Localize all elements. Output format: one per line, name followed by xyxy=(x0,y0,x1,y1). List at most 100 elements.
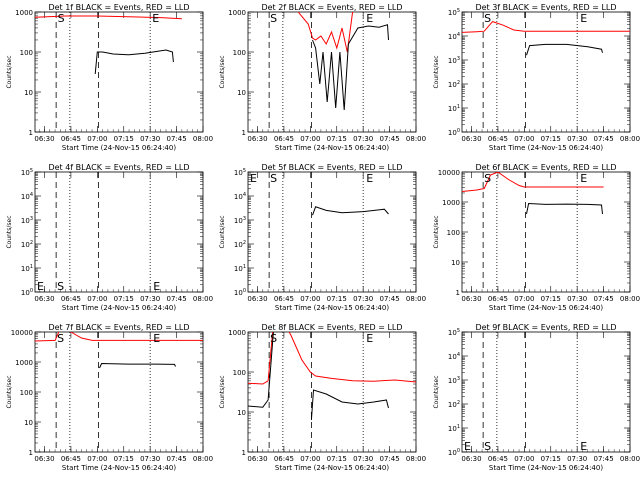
data-series-group xyxy=(35,332,203,369)
y-axis-label: Counts/sec xyxy=(6,55,13,88)
y-tick-label: 103 xyxy=(448,376,460,385)
events-series-line xyxy=(526,43,603,56)
y-tick-label: 10000 xyxy=(438,169,460,177)
x-tick-label: 07:00 xyxy=(300,455,320,463)
panel-title: Det 1f BLACK = Events, RED = LLD xyxy=(48,3,189,12)
x-tick-label: 06:45 xyxy=(488,295,508,303)
x-tick-label: 07:30 xyxy=(567,295,587,303)
x-tick-label: 07:45 xyxy=(593,135,613,143)
x-axis-label: Start Time (24-Nov-15 06:24:40) xyxy=(62,144,176,152)
marker-letter-e: E xyxy=(464,440,471,453)
y-tick-label: 100 xyxy=(233,49,246,57)
x-tick-label: 06:45 xyxy=(274,455,294,463)
x-tick-label: 07:15 xyxy=(327,295,347,303)
x-tick-label: 08:00 xyxy=(620,295,640,303)
y-tick-label: 101 xyxy=(448,104,460,113)
detector-panel-9: Det 9f BLACK = Events, RED = LLD 100 101 10… xyxy=(433,323,640,472)
x-tick-label: 06:30 xyxy=(34,135,54,143)
x-tick-label: 06:30 xyxy=(34,455,54,463)
y-axis-label: Counts/sec xyxy=(219,375,226,408)
y-tick-label: 104 xyxy=(448,352,460,361)
x-tick-label: 07:15 xyxy=(114,295,134,303)
panel-title: Det 3f BLACK = Events, RED = LLD xyxy=(475,3,616,12)
x-tick-label: 07:30 xyxy=(140,295,160,303)
x-tick-label: 08:00 xyxy=(193,135,213,143)
x-tick-label: 07:45 xyxy=(166,135,186,143)
plot-frame xyxy=(461,11,631,133)
events-series-line xyxy=(94,49,174,75)
data-series-group xyxy=(297,12,389,111)
x-tick-label: 07:15 xyxy=(114,135,134,143)
marker-letter-s: S xyxy=(270,172,277,185)
marker-letter-s: S xyxy=(57,332,64,345)
data-series-group xyxy=(462,21,630,56)
lld-series-line xyxy=(35,332,203,342)
marker-letter-s: S xyxy=(484,172,491,185)
x-tick-label: 08:00 xyxy=(406,455,426,463)
y-axis-label: Counts/sec xyxy=(433,215,440,248)
y-tick-label: 104 xyxy=(448,32,460,41)
marker-letter-e: E xyxy=(580,12,587,25)
x-tick-label: 07:00 xyxy=(87,135,107,143)
x-tick-label: 07:45 xyxy=(166,295,186,303)
x-tick-label: 08:00 xyxy=(406,135,426,143)
y-tick-label: 100 xyxy=(20,389,33,397)
detector-panel-7: Det 7f BLACK = Events, RED = LLD 1 10 100 10… xyxy=(6,323,213,472)
marker-letter-e: E xyxy=(366,332,373,345)
data-series-group xyxy=(35,15,182,75)
y-tick-label: 10000 xyxy=(11,329,33,337)
y-tick-label: 1 xyxy=(242,449,246,457)
lld-series-line xyxy=(462,21,630,33)
x-axis-label: Start Time (24-Nov-15 06:24:40) xyxy=(275,464,389,472)
x-tick-label: 07:00 xyxy=(87,295,107,303)
x-tick-label: 06:30 xyxy=(461,135,481,143)
plot-frame xyxy=(34,171,204,293)
y-tick-label: 1000 xyxy=(15,359,33,367)
events-series-line xyxy=(248,332,274,408)
y-tick-label: 100 xyxy=(234,288,246,297)
data-series-group xyxy=(248,332,416,421)
y-tick-label: 105 xyxy=(234,168,246,177)
y-tick-label: 1 xyxy=(456,289,460,297)
x-tick-label: 06:45 xyxy=(274,135,294,143)
y-axis-label: Counts/sec xyxy=(433,55,440,88)
plot-frame xyxy=(34,331,204,453)
y-axis-label: Counts/sec xyxy=(219,55,226,88)
y-tick-label: 100 xyxy=(20,49,33,57)
y-tick-label: 103 xyxy=(234,216,246,225)
x-tick-label: 06:45 xyxy=(61,455,81,463)
lld-series-line xyxy=(35,15,182,20)
plot-frame xyxy=(247,331,417,453)
events-series-line xyxy=(312,206,389,216)
y-tick-label: 101 xyxy=(21,264,33,273)
marker-letter-e: E xyxy=(37,280,44,293)
x-axis-label: Start Time (24-Nov-15 06:24:40) xyxy=(275,304,389,312)
marker-letter-e: E xyxy=(250,172,257,185)
x-tick-label: 07:15 xyxy=(114,455,134,463)
marker-letter-e: E xyxy=(580,172,587,185)
x-tick-label: 08:00 xyxy=(193,455,213,463)
marker-letter-e: E xyxy=(152,12,159,25)
x-tick-label: 06:45 xyxy=(61,135,81,143)
events-series-line xyxy=(312,24,389,111)
x-tick-label: 07:15 xyxy=(541,455,561,463)
events-series-line xyxy=(526,202,603,215)
x-tick-label: 06:30 xyxy=(247,135,267,143)
marker-letter-s: S xyxy=(484,12,491,25)
x-tick-label: 06:45 xyxy=(488,455,508,463)
y-tick-label: 103 xyxy=(21,216,33,225)
panel-title: Det 8f BLACK = Events, RED = LLD xyxy=(261,323,402,332)
detector-panel-8: Det 8f BLACK = Events, RED = LLD 1 10 100 10… xyxy=(219,323,426,472)
x-tick-label: 07:30 xyxy=(567,135,587,143)
events-series-line xyxy=(99,362,176,369)
panel-title: Det 6f BLACK = Events, RED = LLD xyxy=(475,163,616,172)
y-tick-label: 1 xyxy=(242,129,246,137)
x-tick-label: 07:45 xyxy=(593,455,613,463)
plot-frame xyxy=(34,11,204,133)
x-tick-label: 07:45 xyxy=(379,135,399,143)
panel-title: Det 9f BLACK = Events, RED = LLD xyxy=(475,323,616,332)
lld-series-line xyxy=(248,332,416,385)
y-tick-label: 1 xyxy=(29,129,33,137)
y-tick-label: 104 xyxy=(234,192,246,201)
x-tick-label: 07:15 xyxy=(327,135,347,143)
